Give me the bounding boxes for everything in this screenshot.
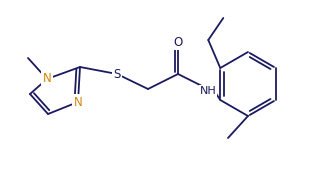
- Text: N: N: [74, 96, 82, 109]
- Text: S: S: [113, 68, 121, 81]
- Text: NH: NH: [200, 86, 217, 96]
- Text: O: O: [173, 35, 183, 49]
- Text: N: N: [43, 73, 51, 85]
